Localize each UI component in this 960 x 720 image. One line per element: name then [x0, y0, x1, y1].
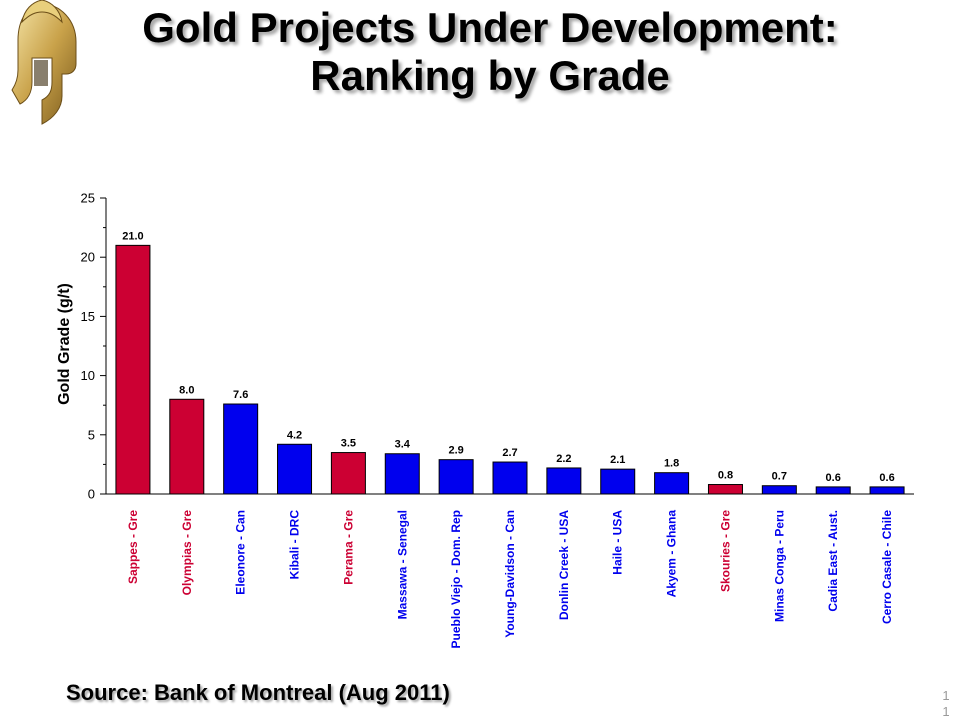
bar-value-label: 1.8 [664, 458, 679, 470]
y-tick-label: 10 [81, 368, 95, 383]
bar [277, 443, 313, 495]
page-title: Gold Projects Under Development: Ranking… [60, 4, 920, 100]
bar [869, 486, 905, 495]
x-category-label: Minas Conga - Peru [772, 510, 786, 622]
x-category-label: Donlin Creek - USA [557, 510, 571, 620]
x-category-label: Kibali - DRC [288, 510, 302, 580]
bar-value-label: 2.7 [502, 447, 517, 459]
x-category-label: Pueblo Viejo - Dom. Rep [449, 510, 463, 648]
bar-value-label: 2.1 [610, 454, 625, 466]
bar [438, 459, 474, 495]
x-category-label: Akyem - Ghana [665, 510, 679, 598]
x-category-label: Cadia East - Aust. [826, 510, 840, 612]
bar [815, 486, 851, 495]
x-category-label: Sappes - Gre [126, 510, 140, 584]
y-tick-label: 25 [81, 191, 95, 206]
x-category-label: Skouries - Gre [718, 510, 732, 592]
bar-value-label: 2.2 [556, 453, 571, 465]
x-category-label: Olympias - Gre [180, 510, 194, 596]
y-axis-label: Gold Grade (g/t) [56, 283, 73, 405]
spartan-helmet-icon [11, 0, 77, 125]
bar [384, 453, 420, 495]
title-line-2: Ranking by Grade [310, 52, 670, 99]
bar-value-label: 0.6 [826, 472, 841, 484]
bar [546, 467, 582, 495]
x-category-label: Young-Davidson - Can [503, 510, 517, 638]
x-category-label: Haile - USA [611, 510, 625, 575]
x-category-label: Cerro Casale - Chile [880, 510, 894, 624]
source-note: Source: Bank of Montreal (Aug 2011) [66, 680, 450, 705]
x-category-label: Eleonore - Can [234, 510, 248, 595]
bar [600, 468, 636, 495]
y-tick-label: 0 [88, 487, 95, 502]
bar-value-label: 3.4 [395, 439, 411, 451]
bar-value-label: 4.2 [287, 429, 302, 441]
bar [761, 485, 797, 495]
bar-value-label: 8.0 [179, 384, 194, 396]
page-number: 1 1 [942, 688, 950, 719]
x-category-label: Massawa - Senegal [395, 510, 409, 619]
bar-value-label: 3.5 [341, 438, 356, 450]
bar-value-label: 7.6 [233, 389, 248, 401]
y-tick-label: 5 [88, 427, 95, 442]
bar [654, 472, 690, 495]
bar-value-label: 21.0 [122, 230, 143, 242]
bar [707, 484, 743, 495]
bar-value-label: 0.6 [879, 472, 894, 484]
title-line-1: Gold Projects Under Development: [142, 4, 838, 51]
y-tick-label: 20 [81, 250, 95, 265]
bar [492, 461, 528, 495]
bar [223, 403, 259, 495]
y-tick-label: 15 [81, 309, 95, 324]
bar-value-label: 0.7 [772, 471, 787, 483]
bar-value-label: 2.9 [448, 445, 463, 457]
bar [115, 244, 151, 495]
bar-value-label: 0.8 [718, 470, 733, 482]
bar [330, 452, 366, 495]
bar [169, 398, 205, 495]
x-category-label: Perama - Gre [341, 510, 355, 585]
